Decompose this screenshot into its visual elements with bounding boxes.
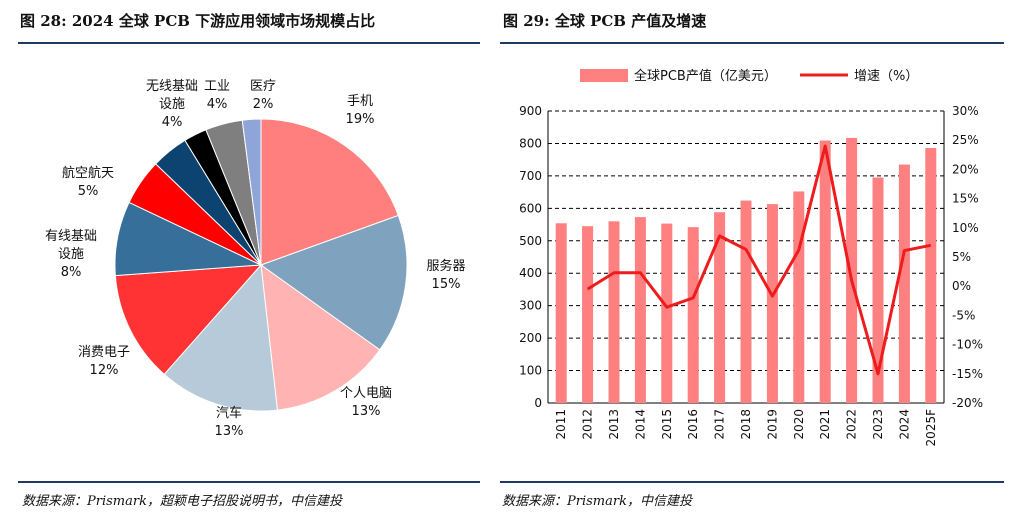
pie-slice-percent: 8% bbox=[61, 265, 82, 280]
x-tick-label: 2014 bbox=[633, 409, 647, 440]
bar bbox=[582, 226, 594, 403]
x-tick-label: 2013 bbox=[607, 409, 621, 440]
pie-slice bbox=[114, 264, 263, 375]
pie-slice bbox=[241, 118, 262, 266]
right-figure-title: 图 29: 全球 PCB 产值及增速 bbox=[503, 12, 707, 30]
pie-slice-label: 设施 bbox=[58, 247, 84, 262]
bar bbox=[634, 217, 646, 403]
bar bbox=[846, 137, 858, 403]
bar bbox=[819, 140, 831, 403]
y-right-tick-label: 0% bbox=[952, 279, 971, 293]
pie-slice-label: 汽车 bbox=[216, 405, 242, 421]
pie-slice bbox=[260, 263, 381, 411]
bar bbox=[661, 223, 673, 403]
growth-line bbox=[586, 144, 932, 376]
y-left-tick-label: 100 bbox=[519, 364, 542, 378]
pie-slice-percent: 13% bbox=[215, 424, 244, 439]
y-right-tick-label: -5% bbox=[952, 308, 975, 322]
pie-slice-percent: 2% bbox=[253, 97, 274, 112]
x-tick-label: 2022 bbox=[845, 409, 859, 440]
x-tick-label: 2016 bbox=[686, 409, 700, 440]
pie-slice-label: 有线基础 bbox=[45, 229, 97, 244]
x-tick-label: 2021 bbox=[818, 409, 832, 440]
x-tick-label: 2023 bbox=[871, 409, 885, 440]
pie-slice-label: 手机 bbox=[347, 94, 373, 109]
legend-line-label: 增速（%） bbox=[854, 69, 918, 84]
combo-chart: 0 100 200 300 400 500 600 700 800 900 -20% -15% -10%… bbox=[519, 68, 983, 447]
bar bbox=[898, 164, 910, 403]
y-left-tick-label: 0 bbox=[534, 396, 542, 410]
y-right-tick-label: -20% bbox=[952, 396, 983, 410]
pie-slice-label: 服务器 bbox=[426, 258, 465, 274]
pie-slice-percent: 15% bbox=[432, 277, 461, 292]
legend-bar-label: 全球PCB产值（亿美元） bbox=[634, 68, 777, 84]
x-tick-label: 2015 bbox=[660, 409, 674, 440]
pie-slice-percent: 12% bbox=[90, 363, 119, 378]
bar bbox=[872, 177, 884, 403]
left-footer-rule bbox=[18, 481, 480, 483]
pie-slice bbox=[259, 214, 408, 351]
right-title-rule bbox=[500, 42, 1004, 44]
y-right-tick-label: -10% bbox=[952, 338, 983, 352]
left-figure-title: 图 28: 2024 全球 PCB 下游应用领域市场规模占比 bbox=[20, 12, 376, 30]
x-tick-label: 2011 bbox=[554, 409, 568, 440]
pie-slice bbox=[260, 118, 399, 266]
x-tick-label: 2012 bbox=[581, 409, 595, 440]
x-tick-label: 2018 bbox=[739, 409, 753, 440]
bar bbox=[925, 147, 937, 403]
pie-slice-label: 消费电子 bbox=[78, 345, 130, 360]
y-right-tick-label: 15% bbox=[952, 192, 979, 206]
y-right-tick-label: 5% bbox=[952, 250, 971, 264]
x-tick-label: 2024 bbox=[897, 409, 911, 440]
left-title-rule bbox=[18, 42, 480, 44]
bar bbox=[687, 227, 699, 403]
pie-slice-percent: 19% bbox=[346, 112, 375, 127]
pie-slice-percent: 4% bbox=[162, 115, 183, 130]
bar bbox=[555, 223, 567, 403]
pie-slice-label: 医疗 bbox=[250, 79, 276, 94]
y-left-tick-label: 400 bbox=[519, 266, 542, 280]
x-tick-label: 2019 bbox=[765, 409, 779, 440]
y-right-tick-label: 20% bbox=[952, 162, 979, 176]
pie-slice-percent: 13% bbox=[352, 404, 381, 419]
y-right-tick-label: 10% bbox=[952, 221, 979, 235]
y-left-tick-label: 300 bbox=[519, 299, 542, 313]
y-left-tick-label: 200 bbox=[519, 331, 542, 345]
pie-slice-label: 航空航天 bbox=[62, 165, 114, 181]
x-tick-label: 2020 bbox=[792, 409, 806, 440]
pie-slice-percent: 5% bbox=[78, 184, 99, 199]
x-tick-label: 2017 bbox=[713, 409, 727, 440]
y-left-tick-label: 500 bbox=[519, 234, 542, 248]
left-source-note: 数据来源：Prismark，超颖电子招股说明书，中信建投 bbox=[22, 494, 342, 509]
bar bbox=[740, 200, 752, 403]
x-tick-label: 2025F bbox=[924, 409, 938, 447]
y-left-tick-label: 900 bbox=[519, 104, 542, 118]
pie-slice-label: 个人电脑 bbox=[340, 386, 392, 401]
pie-slice-label: 设施 bbox=[159, 97, 185, 112]
bar bbox=[766, 204, 778, 403]
right-source-note: 数据来源：Prismark，中信建投 bbox=[502, 494, 692, 509]
bar bbox=[793, 191, 805, 403]
right-footer-rule bbox=[500, 481, 1004, 483]
pie-slice-percent: 4% bbox=[207, 97, 228, 112]
pie-slice-label: 无线基础 bbox=[146, 79, 198, 94]
y-left-tick-label: 600 bbox=[519, 201, 542, 215]
bar bbox=[608, 221, 620, 403]
pie-slice-label: 工业 bbox=[204, 79, 230, 94]
pie-slice bbox=[163, 263, 278, 412]
y-left-tick-label: 800 bbox=[519, 136, 542, 150]
y-right-tick-label: 25% bbox=[952, 133, 979, 147]
pie-chart: 手机19%服务器15%个人电脑13%汽车13%消费电子12%有线基础设施8%航空… bbox=[45, 79, 466, 439]
y-right-tick-label: -15% bbox=[952, 367, 983, 381]
bar bbox=[714, 212, 726, 403]
y-right-tick-label: 30% bbox=[952, 104, 979, 118]
y-left-tick-label: 700 bbox=[519, 169, 542, 183]
legend-bar-swatch bbox=[580, 69, 628, 82]
